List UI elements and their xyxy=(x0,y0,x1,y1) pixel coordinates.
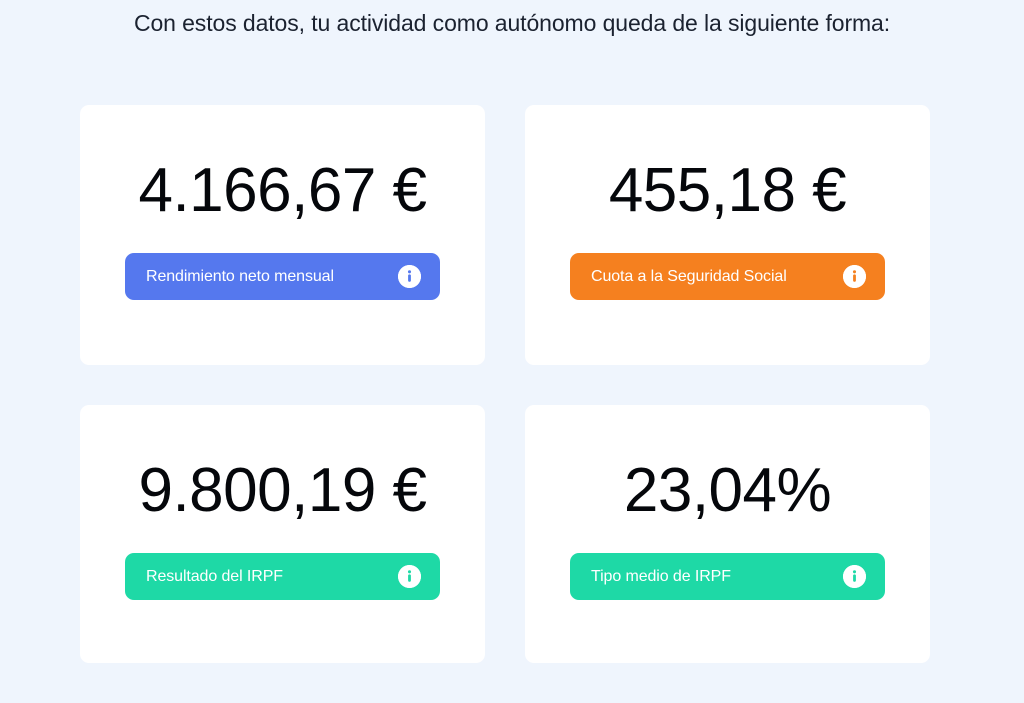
metric-badge[interactable]: Tipo medio de IRPF xyxy=(570,553,885,600)
info-icon[interactable] xyxy=(843,565,866,588)
metric-card: 9.800,19 € Resultado del IRPF xyxy=(80,405,485,663)
metric-value: 455,18 € xyxy=(608,156,847,225)
info-icon[interactable] xyxy=(398,265,421,288)
metric-card: 455,18 € Cuota a la Seguridad Social xyxy=(525,105,930,365)
metric-badge[interactable]: Rendimiento neto mensual xyxy=(125,253,440,300)
metric-badge-label: Cuota a la Seguridad Social xyxy=(591,267,787,285)
metrics-card-grid: 4.166,67 € Rendimiento neto mensual 455,… xyxy=(80,105,944,663)
metric-card: 23,04% Tipo medio de IRPF xyxy=(525,405,930,663)
metric-badge-label: Resultado del IRPF xyxy=(146,567,283,585)
info-icon[interactable] xyxy=(398,565,421,588)
metric-value: 4.166,67 € xyxy=(138,156,427,225)
metric-badge-label: Tipo medio de IRPF xyxy=(591,567,731,585)
metric-badge[interactable]: Cuota a la Seguridad Social xyxy=(570,253,885,300)
metric-value: 9.800,19 € xyxy=(138,456,427,525)
metric-badge-label: Rendimiento neto mensual xyxy=(146,267,334,285)
metric-value: 23,04% xyxy=(623,456,832,525)
metric-badge[interactable]: Resultado del IRPF xyxy=(125,553,440,600)
info-icon[interactable] xyxy=(843,265,866,288)
page-title: Con estos datos, tu actividad como autón… xyxy=(133,10,891,36)
metric-card: 4.166,67 € Rendimiento neto mensual xyxy=(80,105,485,365)
